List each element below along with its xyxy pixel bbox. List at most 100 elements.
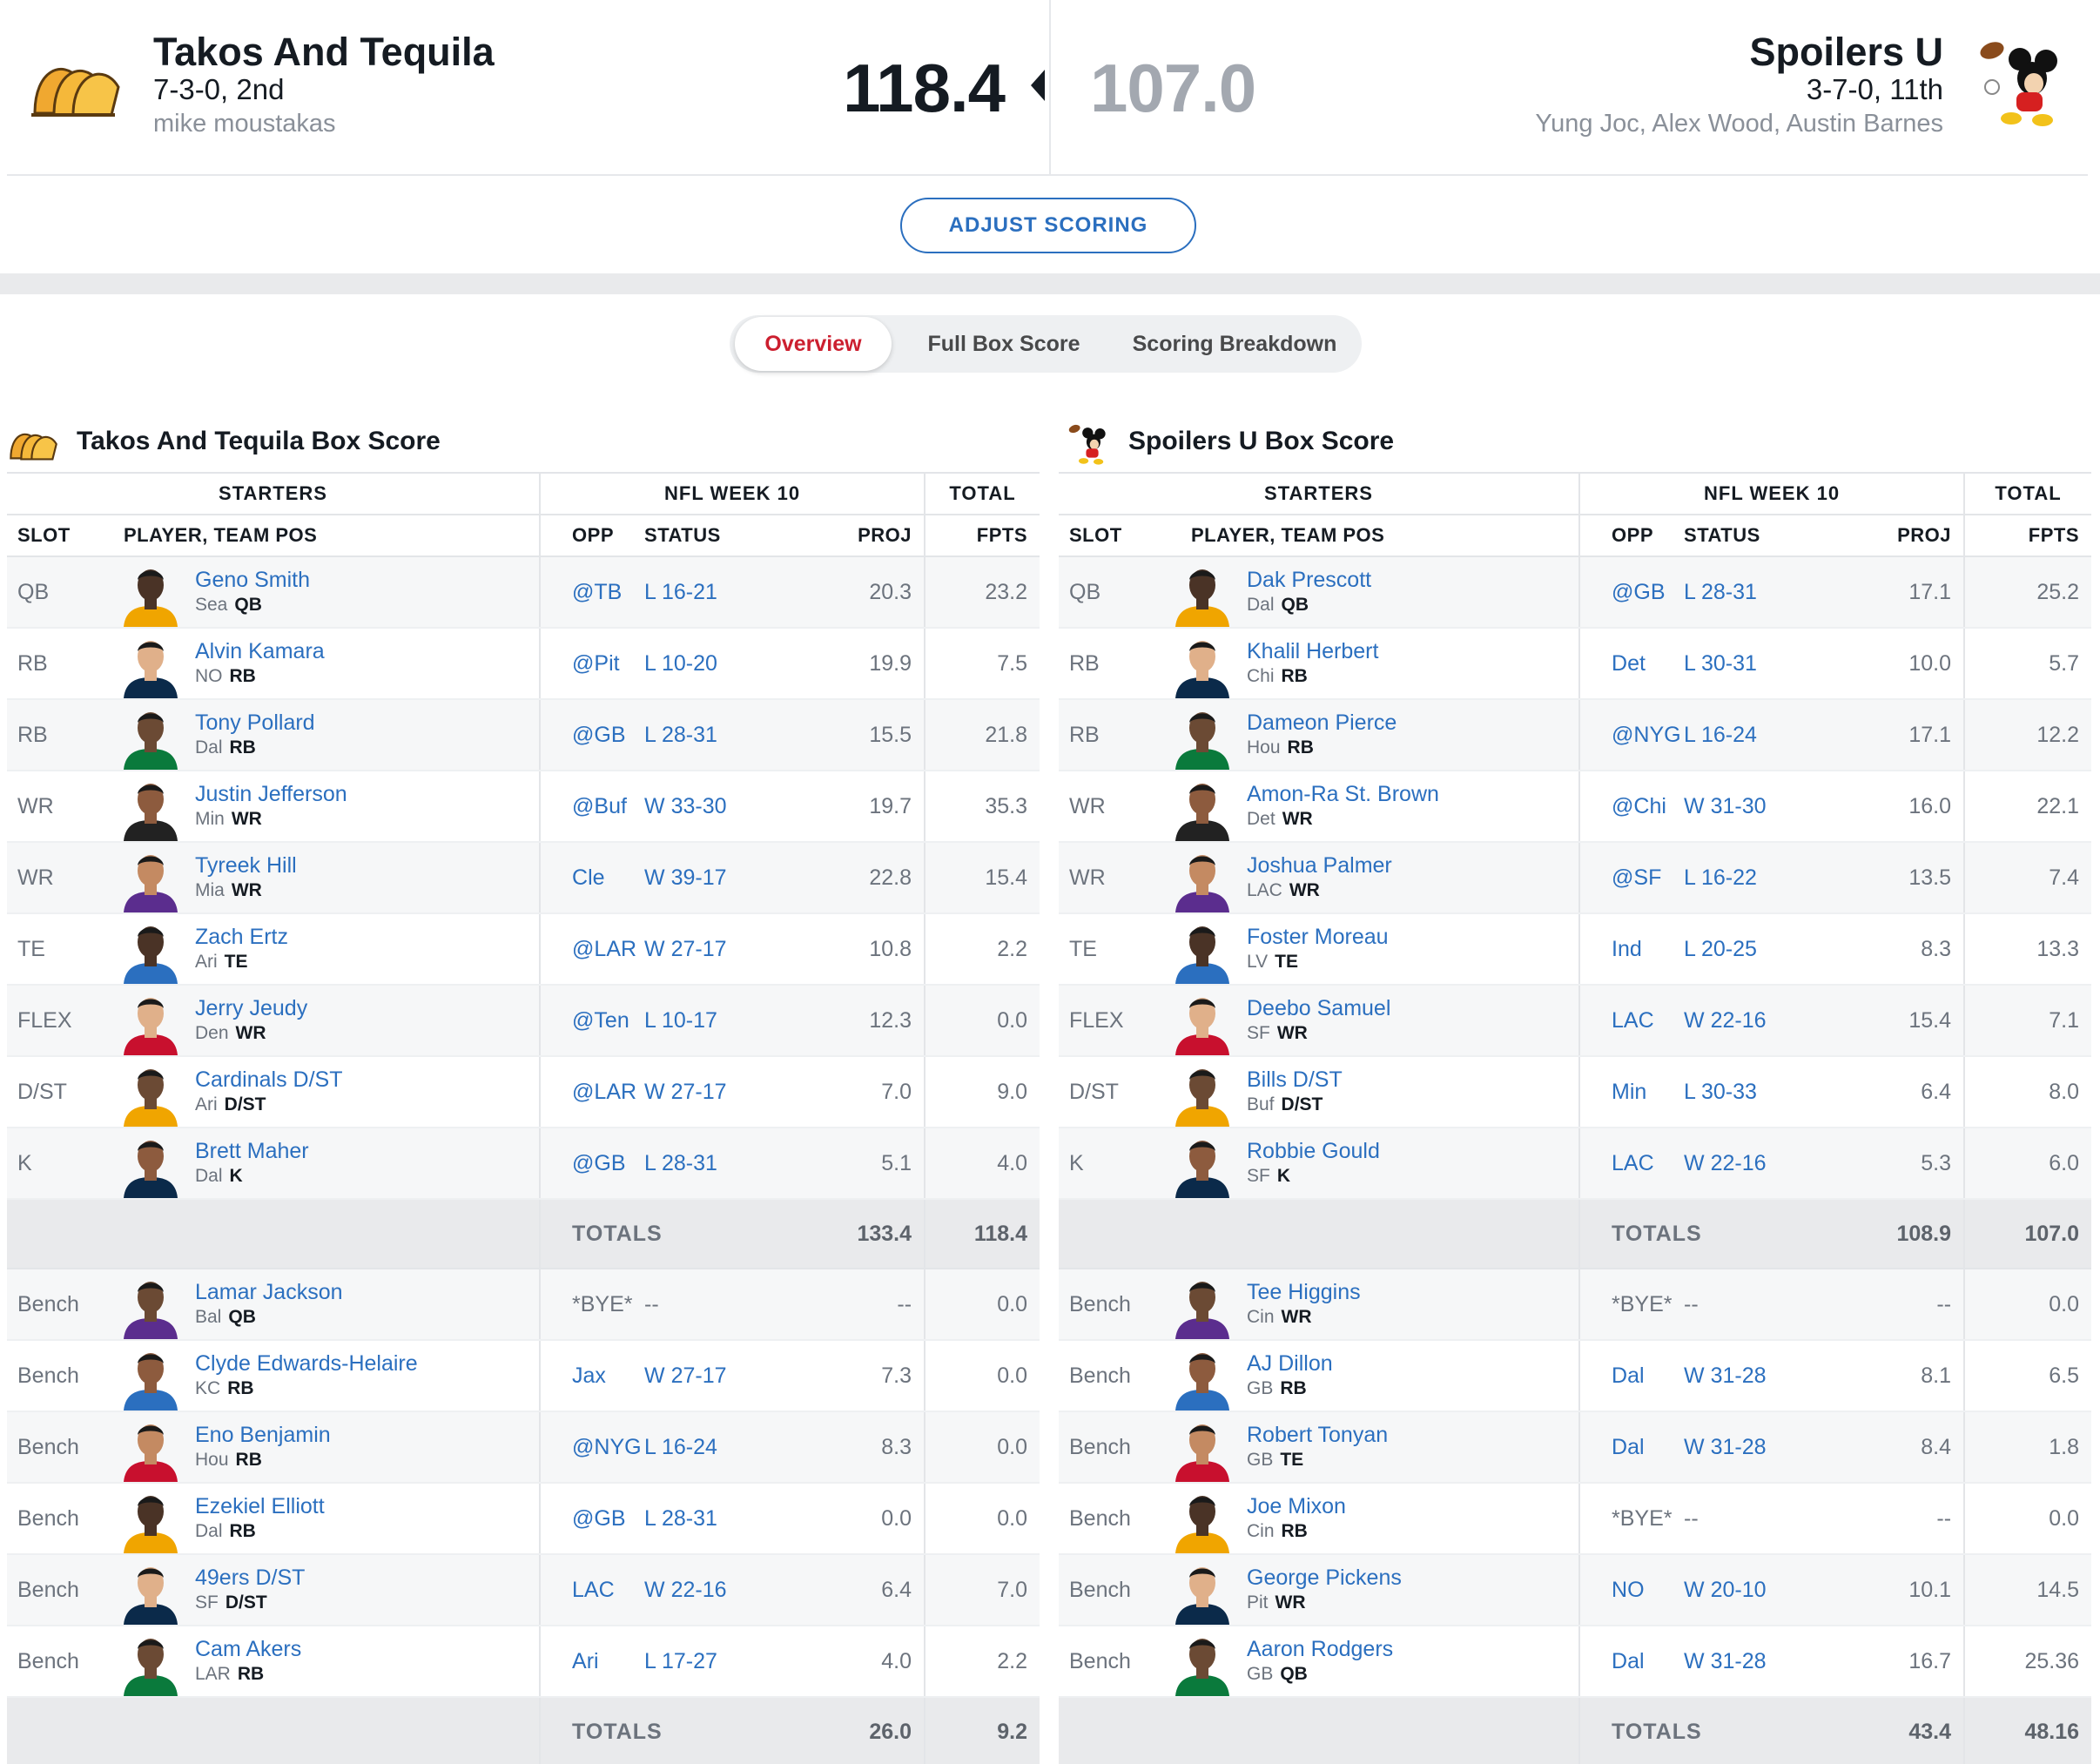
game-status-link[interactable]: L 16-22 [1684,842,1855,914]
opponent-link[interactable]: Jax [539,1340,645,1412]
player-name-link[interactable]: Dameon Pierce [1247,710,1397,735]
opponent-link[interactable]: @Pit [539,628,645,700]
player-name-link[interactable]: Bills D/ST [1247,1067,1343,1092]
game-status-link[interactable]: L 28-31 [644,1483,816,1555]
player-name-link[interactable]: Robbie Gould [1247,1139,1380,1163]
opponent-link[interactable]: Cle [539,842,645,914]
opponent-link[interactable]: @LAR [539,1056,645,1128]
opponent-link[interactable]: @Chi [1578,771,1685,843]
game-status-link[interactable]: W 20-10 [1684,1554,1855,1626]
game-status-link[interactable]: L 30-31 [1684,628,1855,700]
game-status-link[interactable]: W 27-17 [644,1056,816,1128]
player-name-link[interactable]: Zach Ertz [195,925,288,949]
player-name-link[interactable]: Deebo Samuel [1247,996,1391,1020]
opponent-link[interactable]: LAC [1578,1128,1685,1200]
player-row: WR Amon-Ra St. Brown Det WR @Chi W 31-30 16.0 2… [1059,771,2092,843]
player-name-link[interactable]: Ezekiel Elliott [195,1494,325,1518]
player-name-link[interactable]: Joshua Palmer [1247,853,1392,878]
opponent-link[interactable]: @GB [539,1128,645,1200]
player-name-link[interactable]: Eno Benjamin [195,1423,331,1447]
game-status-link[interactable]: W 27-17 [644,1340,816,1412]
game-status-link[interactable]: W 31-28 [1684,1340,1855,1412]
player-name-link[interactable]: Alvin Kamara [195,639,325,663]
home-team-owner: mike moustakas [153,110,336,138]
player-name-link[interactable]: Khalil Herbert [1247,639,1379,663]
player-name-link[interactable]: Cardinals D/ST [195,1067,343,1092]
tab-scoring-breakdown[interactable]: Scoring Breakdown [1132,332,1337,356]
game-status-link[interactable]: W 22-16 [1684,1128,1855,1200]
player-name-link[interactable]: AJ Dillon [1247,1351,1333,1376]
opponent-link[interactable]: @Ten [539,985,645,1057]
adjust-scoring-button[interactable]: ADJUST SCORING [900,198,1196,253]
player-name-link[interactable]: Dak Prescott [1247,568,1372,592]
opponent-link[interactable]: @GB [1578,556,1685,629]
game-status-link[interactable]: L 20-25 [1684,913,1855,986]
player-team: GB [1247,1450,1274,1470]
opponent-link[interactable]: @TB [539,556,645,629]
tab-overview[interactable]: Overview [735,317,892,371]
player-name-link[interactable]: Geno Smith [195,568,311,592]
game-status-link[interactable]: L 16-21 [644,556,816,629]
opponent-link[interactable]: Dal [1578,1411,1685,1484]
opponent-link[interactable]: Dal [1578,1626,1685,1698]
opponent-link[interactable]: LAC [539,1554,645,1626]
opponent-link[interactable]: NO [1578,1554,1685,1626]
game-status-link[interactable]: W 31-30 [1684,771,1855,843]
slot-cell: TE [7,913,117,986]
player-name-link[interactable]: Robert Tonyan [1247,1423,1389,1447]
player-meta: Dal RB [195,1519,539,1544]
player-headshot-icon [1175,1424,1229,1481]
game-status-link[interactable]: L 28-31 [644,699,816,771]
home-team-name[interactable]: Takos And Tequila [153,30,495,74]
player-name-link[interactable]: Jerry Jeudy [195,996,308,1020]
opponent-link[interactable]: @Buf [539,771,645,843]
opponent-link[interactable]: @SF [1578,842,1685,914]
opponent-link[interactable]: @NYG [539,1411,645,1484]
away-team-name[interactable]: Spoilers U [1749,30,1943,74]
player-name-link[interactable]: Amon-Ra St. Brown [1247,782,1439,806]
player-row: Bench Lamar Jackson Bal QB *BYE* -- -- 0.0 [7,1269,1040,1341]
game-status-link[interactable]: W 31-28 [1684,1411,1855,1484]
opponent-link[interactable]: @GB [539,1483,645,1555]
opponent-link[interactable]: Min [1578,1056,1685,1128]
player-name-link[interactable]: Foster Moreau [1247,925,1389,949]
player-name-link[interactable]: Cam Akers [195,1637,302,1661]
game-status-link[interactable]: L 30-33 [1684,1056,1855,1128]
game-status-link[interactable]: W 22-16 [1684,985,1855,1057]
player-name-link[interactable]: Brett Maher [195,1139,309,1163]
opponent-link[interactable]: Ind [1578,913,1685,986]
game-status-link[interactable]: W 39-17 [644,842,816,914]
opponent-link[interactable]: Dal [1578,1340,1685,1412]
player-name-link[interactable]: Clyde Edwards-Helaire [195,1351,418,1376]
game-status-link[interactable]: W 31-28 [1684,1626,1855,1698]
player-name-link[interactable]: Tony Pollard [195,710,315,735]
player-meta: Dal K [195,1164,539,1188]
player-name-link[interactable]: Aaron Rodgers [1247,1637,1394,1661]
opponent-link[interactable]: @LAR [539,913,645,986]
game-status-link[interactable]: L 28-31 [644,1128,816,1200]
player-name-link[interactable]: Joe Mixon [1247,1494,1346,1518]
game-status-link[interactable]: L 17-27 [644,1626,816,1698]
game-status-link[interactable]: L 16-24 [1684,699,1855,771]
game-status-link[interactable]: W 33-30 [644,771,816,843]
fantasy-points: 8.0 [1963,1056,2092,1128]
player-name-link[interactable]: Justin Jefferson [195,782,347,806]
player-name-link[interactable]: Tyreek Hill [195,853,297,878]
tab-full-box-score[interactable]: Full Box Score [927,332,1080,356]
game-status-link[interactable]: W 27-17 [644,913,816,986]
game-status-link[interactable]: L 10-20 [644,628,816,700]
player-name-link[interactable]: 49ers D/ST [195,1565,306,1590]
game-status-link[interactable]: L 16-24 [644,1411,816,1484]
opponent-link[interactable]: LAC [1578,985,1685,1057]
opponent-link[interactable]: @NYG [1578,699,1685,771]
opponent-link[interactable]: @GB [539,699,645,771]
game-status-link[interactable]: L 10-17 [644,985,816,1057]
opponent-link[interactable]: Ari [539,1626,645,1698]
player-name-link[interactable]: Tee Higgins [1247,1280,1361,1304]
game-status-link[interactable]: W 22-16 [644,1554,816,1626]
player-name-link[interactable]: George Pickens [1247,1565,1402,1590]
game-status-link[interactable]: L 28-31 [1684,556,1855,629]
player-position: RB [229,1521,256,1541]
player-name-link[interactable]: Lamar Jackson [195,1280,343,1304]
opponent-link[interactable]: Det [1578,628,1685,700]
